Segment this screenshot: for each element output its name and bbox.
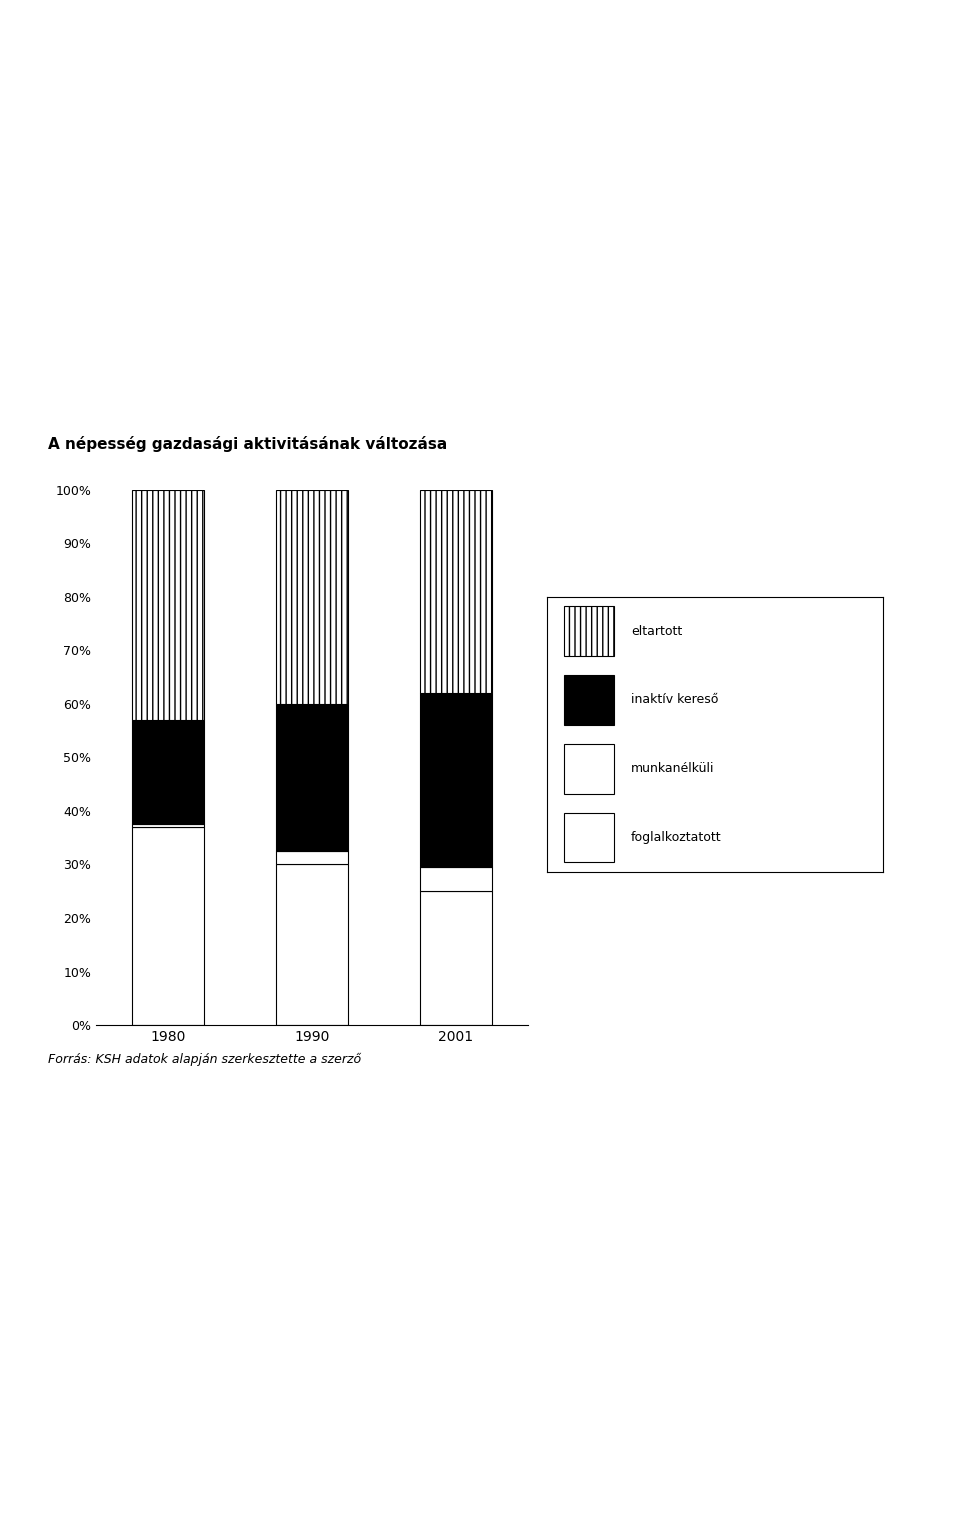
Bar [276, 864, 348, 1025]
FancyBboxPatch shape [564, 606, 614, 656]
Text: eltartott: eltartott [632, 624, 683, 638]
Text: A népesség gazdasági aktivitásának változása: A népesség gazdasági aktivitásának válto… [48, 436, 447, 451]
Bar [420, 693, 492, 868]
Bar [132, 825, 204, 826]
Bar [276, 490, 348, 704]
Bar [132, 826, 204, 1025]
FancyBboxPatch shape [564, 812, 614, 863]
Text: Forrás: KSH adatok alapján szerkesztette a szerző: Forrás: KSH adatok alapján szerkesztette… [48, 1053, 361, 1066]
Text: munkanélküli: munkanélküli [632, 762, 714, 776]
FancyBboxPatch shape [564, 675, 614, 725]
Bar [420, 868, 492, 890]
Bar [420, 890, 492, 1025]
Bar [276, 851, 348, 864]
Bar [276, 704, 348, 851]
Text: foglalkoztatott: foglalkoztatott [632, 831, 722, 845]
Text: inaktív kereső: inaktív kereső [632, 693, 719, 707]
Bar [132, 490, 204, 721]
Bar [132, 721, 204, 825]
Bar [420, 490, 492, 693]
FancyBboxPatch shape [564, 744, 614, 794]
